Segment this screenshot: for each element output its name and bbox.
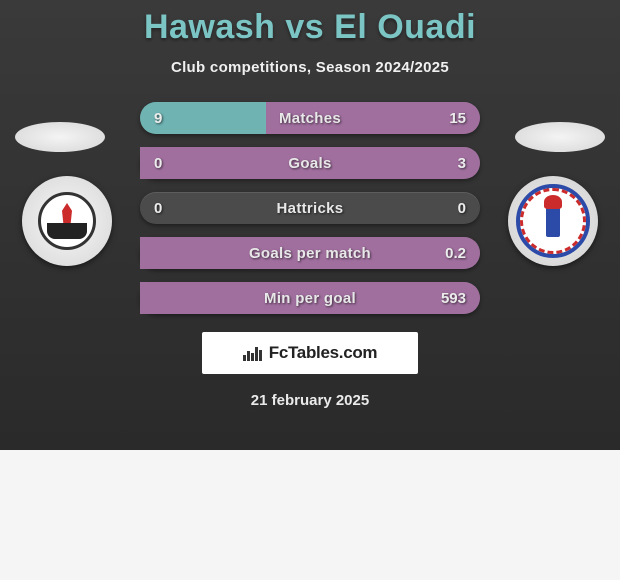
club-logo-left-icon [38, 192, 96, 250]
stat-row: Min per goal593 [140, 282, 480, 314]
stat-value-right: 3 [458, 155, 466, 172]
player-avatar-left [15, 122, 105, 152]
stat-value-right: 593 [441, 290, 466, 307]
torch-icon [546, 205, 560, 237]
stat-value-right: 15 [449, 110, 466, 127]
date-line: 21 february 2025 [0, 392, 620, 409]
stat-row: 0Goals3 [140, 147, 480, 179]
stat-row: 0Hattricks0 [140, 192, 480, 224]
stat-label: Goals per match [140, 245, 480, 262]
stat-value-right: 0 [458, 200, 466, 217]
stat-label: Min per goal [140, 290, 480, 307]
stat-row: Goals per match0.2 [140, 237, 480, 269]
comparison-card: Hawash vs El Ouadi Club competitions, Se… [0, 0, 620, 450]
page-title: Hawash vs El Ouadi [0, 0, 620, 47]
stat-label: Matches [140, 110, 480, 127]
club-logo-right-icon [516, 184, 590, 258]
subtitle: Club competitions, Season 2024/2025 [0, 59, 620, 76]
chart-icon [243, 345, 263, 361]
club-badge-left [22, 176, 112, 266]
stat-row: 9Matches15 [140, 102, 480, 134]
stat-label: Goals [140, 155, 480, 172]
brand-text: FcTables.com [269, 343, 378, 363]
player-avatar-right [515, 122, 605, 152]
stat-label: Hattricks [140, 200, 480, 217]
club-badge-right [508, 176, 598, 266]
brand-box[interactable]: FcTables.com [202, 332, 418, 374]
stat-value-right: 0.2 [445, 245, 466, 262]
